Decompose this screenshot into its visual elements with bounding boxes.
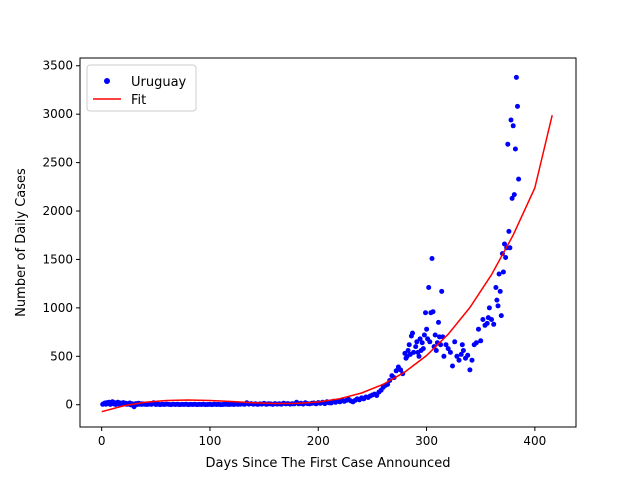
data-point bbox=[513, 74, 519, 80]
data-point bbox=[452, 339, 458, 345]
data-point bbox=[429, 256, 435, 261]
data-point bbox=[426, 285, 432, 290]
data-point bbox=[439, 288, 445, 294]
y-tick-label: 3500 bbox=[42, 59, 73, 73]
data-point bbox=[484, 320, 490, 326]
x-tick-label: 100 bbox=[199, 434, 222, 448]
y-tick-label: 500 bbox=[50, 349, 73, 363]
y-tick-label: 1000 bbox=[42, 301, 73, 315]
data-point bbox=[424, 326, 430, 332]
data-point bbox=[495, 303, 501, 309]
data-point bbox=[505, 141, 511, 147]
data-point bbox=[430, 309, 436, 315]
y-tick-label: 1500 bbox=[42, 252, 73, 266]
data-point bbox=[486, 305, 492, 311]
data-point bbox=[420, 346, 426, 352]
data-point bbox=[450, 363, 455, 369]
x-tick-label: 200 bbox=[307, 434, 330, 448]
data-point bbox=[473, 340, 479, 346]
data-point bbox=[423, 310, 428, 316]
data-point bbox=[496, 271, 502, 277]
data-point bbox=[456, 357, 462, 363]
data-point bbox=[436, 319, 441, 325]
data-point bbox=[507, 245, 513, 251]
data-point bbox=[414, 339, 420, 345]
y-tick-label: 2000 bbox=[42, 204, 73, 218]
data-point bbox=[454, 353, 460, 359]
data-point bbox=[497, 288, 503, 294]
y-tick-label: 3000 bbox=[42, 107, 73, 121]
data-point bbox=[405, 348, 411, 353]
data-point bbox=[491, 321, 497, 327]
data-point bbox=[416, 353, 422, 359]
data-point bbox=[511, 192, 517, 198]
axes: 0 100 200 300 400 0 500 1000 1500 2000 2500 3000 350… bbox=[42, 57, 577, 448]
x-tick-label: 300 bbox=[415, 434, 438, 448]
data-point bbox=[502, 241, 507, 247]
plot-area bbox=[100, 74, 553, 413]
data-point bbox=[406, 342, 412, 348]
data-point bbox=[413, 344, 419, 350]
data-point bbox=[421, 332, 427, 338]
data-point bbox=[494, 297, 500, 303]
data-point bbox=[465, 352, 471, 358]
y-tick-label: 0 bbox=[65, 398, 73, 412]
legend-label-uruguay: Uruguay bbox=[131, 75, 187, 90]
legend: Uruguay Fit bbox=[86, 64, 197, 112]
x-tick-label: 0 bbox=[98, 434, 106, 448]
data-point bbox=[398, 367, 404, 373]
data-point bbox=[478, 338, 484, 344]
data-point bbox=[503, 255, 509, 260]
data-point bbox=[469, 357, 475, 363]
data-point bbox=[493, 285, 499, 290]
data-point bbox=[516, 176, 522, 182]
data-point bbox=[411, 349, 417, 355]
data-point bbox=[441, 353, 447, 359]
y-tick-label: 2500 bbox=[42, 156, 73, 170]
data-point bbox=[500, 269, 506, 275]
data-point bbox=[509, 195, 515, 201]
data-point bbox=[476, 326, 481, 332]
data-point bbox=[459, 342, 465, 348]
data-point bbox=[432, 332, 438, 338]
data-point bbox=[433, 348, 439, 353]
data-point bbox=[510, 123, 516, 129]
data-point bbox=[393, 368, 399, 374]
data-point bbox=[480, 317, 486, 322]
data-point bbox=[419, 340, 425, 346]
data-point bbox=[445, 346, 451, 352]
data-point bbox=[467, 367, 473, 373]
data-point bbox=[512, 146, 518, 152]
data-point bbox=[443, 342, 449, 348]
data-point bbox=[458, 351, 464, 357]
data-point bbox=[447, 349, 453, 355]
x-tick-label: 400 bbox=[523, 434, 546, 448]
y-axis-title: Number of Daily Cases bbox=[14, 168, 29, 317]
data-point bbox=[489, 317, 494, 322]
data-point bbox=[506, 228, 512, 234]
x-axis-title: Days Since The First Case Announced bbox=[206, 456, 451, 471]
fit-line bbox=[101, 115, 553, 413]
data-point bbox=[515, 103, 520, 109]
data-point bbox=[508, 117, 514, 123]
axes-frame bbox=[79, 57, 577, 428]
data-point bbox=[417, 336, 423, 342]
legend-label-fit: Fit bbox=[131, 93, 146, 108]
data-point bbox=[498, 313, 504, 319]
data-point bbox=[427, 339, 433, 345]
data-point bbox=[460, 348, 466, 353]
legend-marker-uruguay bbox=[104, 78, 110, 84]
data-point bbox=[410, 330, 415, 336]
